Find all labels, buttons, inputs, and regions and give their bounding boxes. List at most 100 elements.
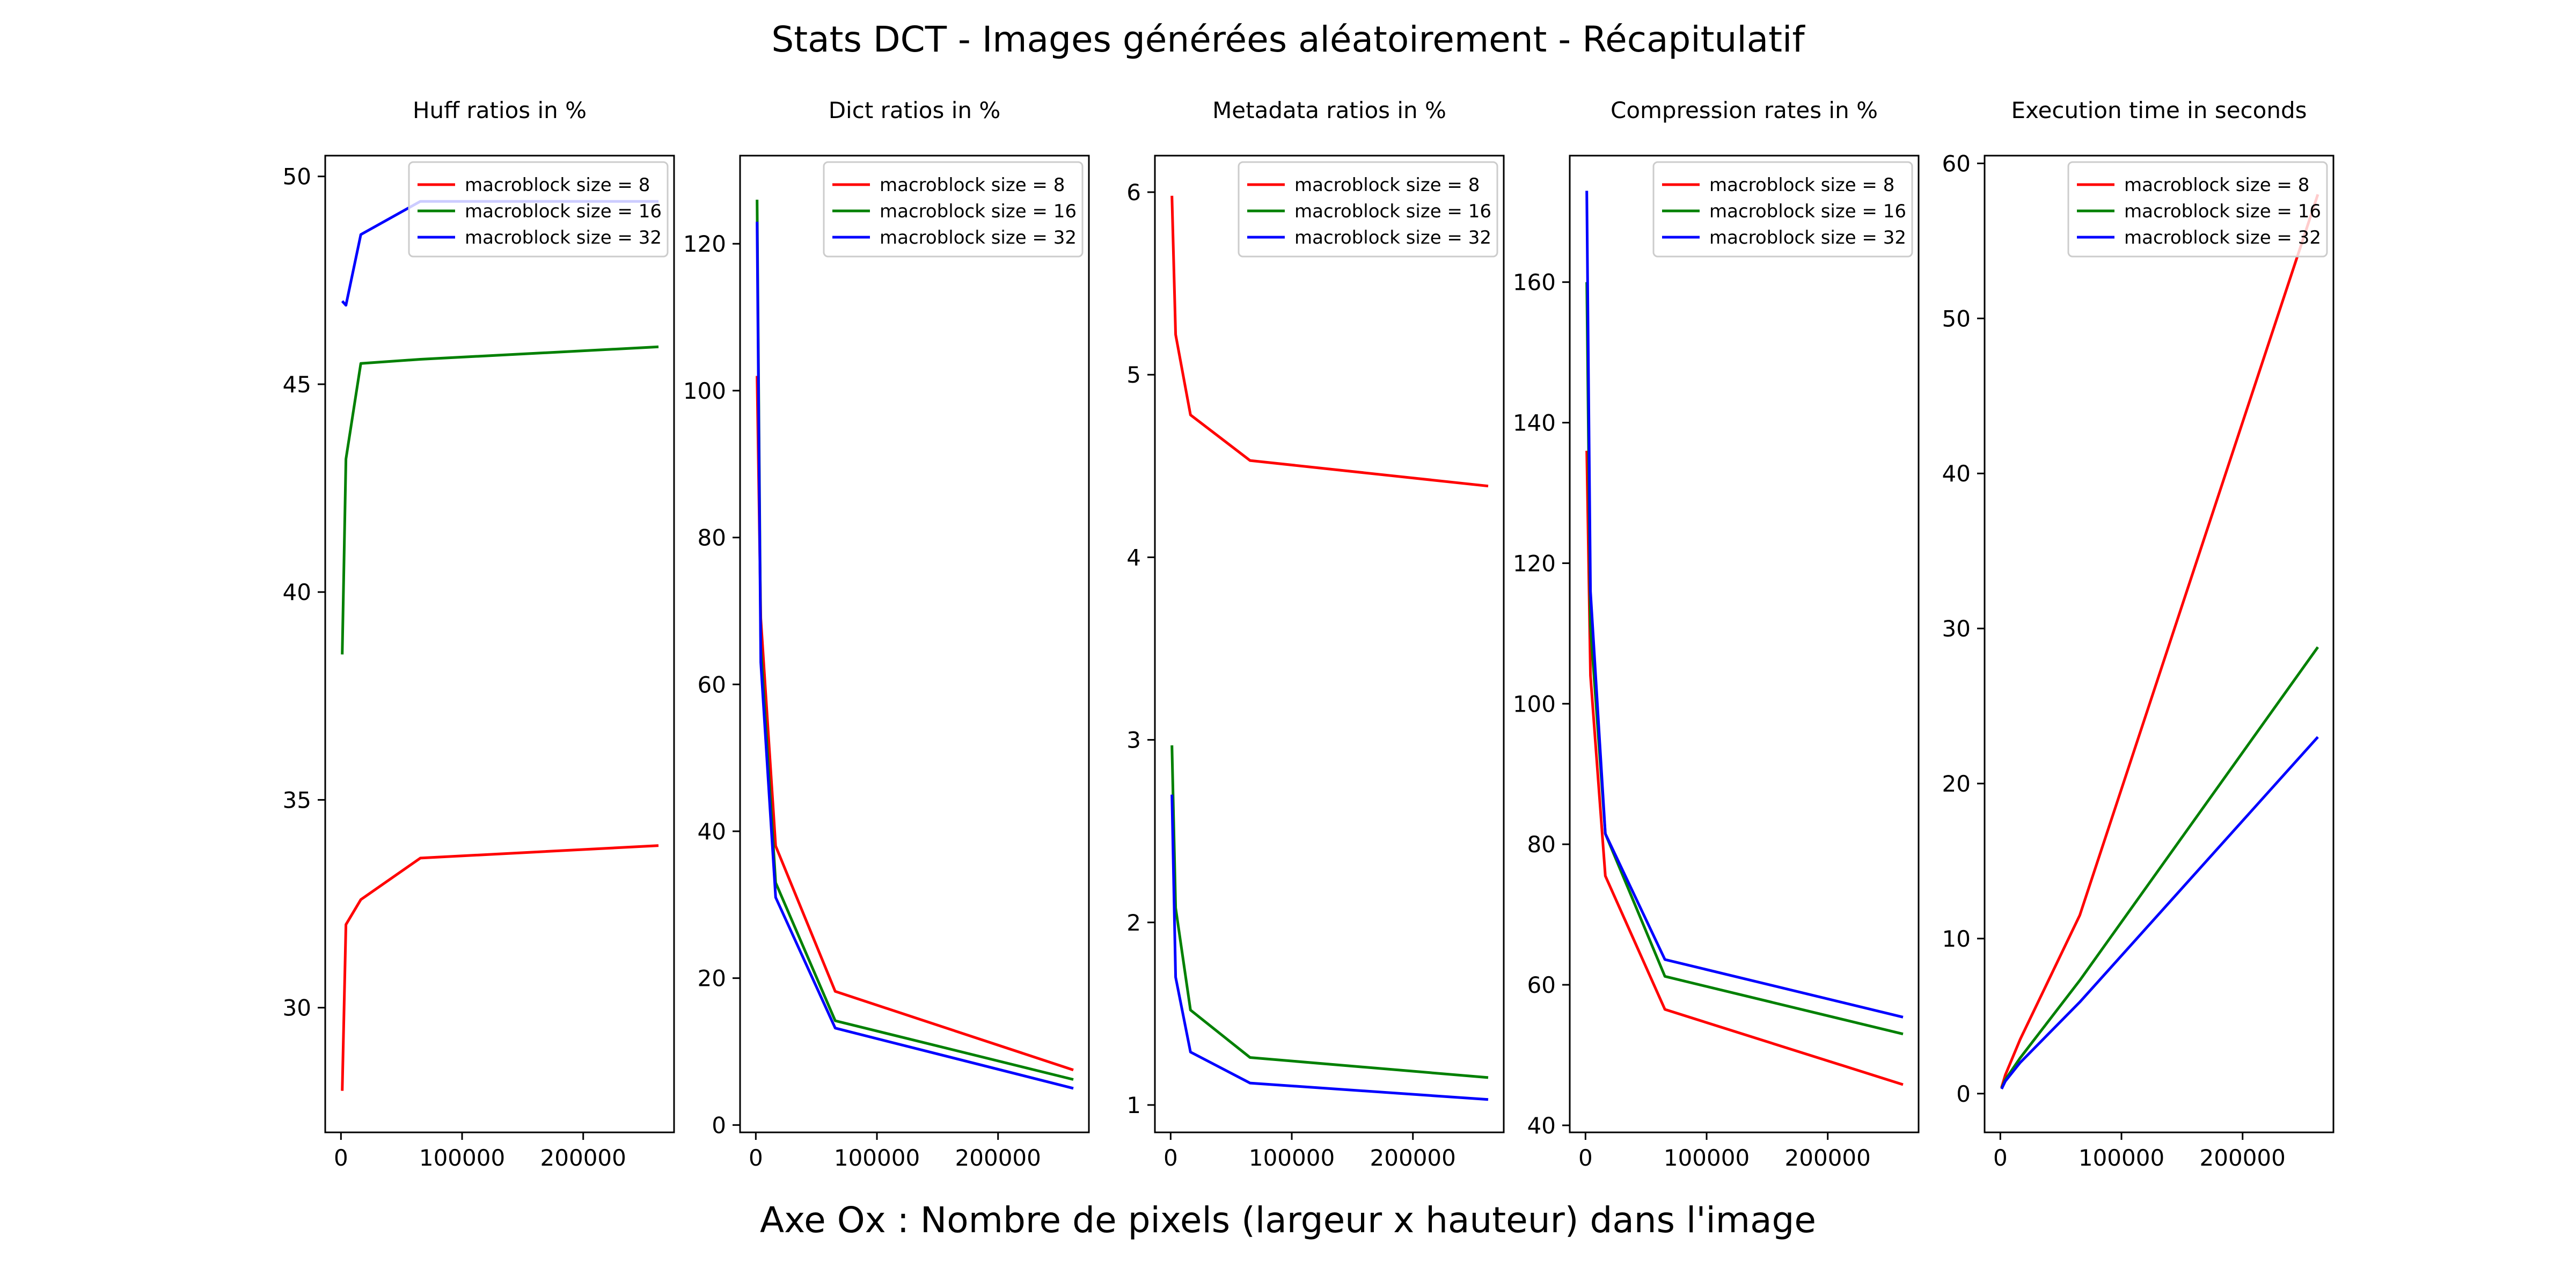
x-tick-label: 0 bbox=[1993, 1145, 2008, 1171]
series-line-3 bbox=[1585, 191, 1904, 1019]
y-tick-label: 100 bbox=[683, 378, 726, 404]
y-tick-label: 45 bbox=[283, 371, 311, 398]
legend-label-2: macroblock size = 16 bbox=[465, 201, 662, 222]
legend-label-3: macroblock size = 32 bbox=[465, 227, 662, 248]
y-tick-label: 2 bbox=[1126, 910, 1141, 936]
subplot-title: Metadata ratios in % bbox=[1212, 97, 1446, 123]
y-tick-label: 30 bbox=[1942, 616, 1971, 642]
y-tick-label: 60 bbox=[1527, 972, 1556, 998]
series-line-1 bbox=[341, 844, 659, 1091]
legend: macroblock size = 8 macroblock size = 16 m… bbox=[2067, 161, 2328, 258]
y-tick-label: 50 bbox=[1942, 305, 1971, 332]
y-tick-label: 3 bbox=[1126, 727, 1141, 753]
x-tick-label: 200000 bbox=[2200, 1145, 2286, 1171]
y-tick-label: 20 bbox=[1942, 771, 1971, 797]
series-line-2 bbox=[756, 200, 1074, 1081]
legend-frame bbox=[823, 161, 1084, 258]
y-tick-label: 160 bbox=[1513, 269, 1556, 296]
y-tick-label: 6 bbox=[1126, 179, 1141, 206]
x-tick-label: 0 bbox=[334, 1145, 348, 1171]
legend: macroblock size = 8 macroblock size = 16 m… bbox=[1652, 161, 1913, 258]
y-tick-label: 140 bbox=[1513, 410, 1556, 436]
legend-label-1: macroblock size = 8 bbox=[1709, 174, 1894, 196]
subplot-4: Compression rates in % 0 100000 200000 40 60 8… bbox=[1513, 97, 1920, 1171]
x-tick-label: 0 bbox=[749, 1145, 763, 1171]
legend-label-2: macroblock size = 16 bbox=[1294, 201, 1491, 222]
legend: macroblock size = 8 macroblock size = 16 m… bbox=[408, 161, 669, 258]
y-tick-label: 5 bbox=[1126, 362, 1141, 388]
y-tick-label: 1 bbox=[1126, 1092, 1141, 1118]
axes-frame bbox=[1569, 155, 1920, 1133]
subplot-5: Execution time in seconds 0 100000 200000 0 1… bbox=[1942, 97, 2334, 1171]
axes-frame bbox=[1984, 155, 2334, 1133]
x-tick-label: 100000 bbox=[1664, 1145, 1750, 1171]
series-line-1 bbox=[1585, 450, 1904, 1086]
figure-title: Stats DCT - Images générées aléatoiremen… bbox=[771, 19, 1805, 60]
y-tick-label: 4 bbox=[1126, 544, 1141, 570]
series-line-2 bbox=[341, 345, 659, 655]
y-tick-label: 50 bbox=[283, 164, 311, 190]
subplot-title: Dict ratios in % bbox=[829, 97, 1001, 123]
series-line-3 bbox=[2000, 736, 2319, 1090]
x-tick-label: 100000 bbox=[2079, 1145, 2164, 1171]
y-tick-label: 20 bbox=[698, 965, 726, 992]
subplot-title: Huff ratios in % bbox=[413, 97, 587, 123]
y-tick-label: 80 bbox=[698, 525, 726, 551]
x-tick-label: 100000 bbox=[419, 1145, 505, 1171]
x-tick-label: 200000 bbox=[540, 1145, 626, 1171]
series-line-1 bbox=[2000, 194, 2319, 1088]
subplot-2: Dict ratios in % 0 100000 200000 0 20 40 60 80 10… bbox=[683, 97, 1090, 1171]
x-tick-label: 0 bbox=[1578, 1145, 1593, 1171]
legend-label-3: macroblock size = 32 bbox=[1294, 227, 1491, 248]
legend-label-3: macroblock size = 32 bbox=[2124, 227, 2321, 248]
legend-label-3: macroblock size = 32 bbox=[880, 227, 1077, 248]
axes-frame bbox=[324, 155, 675, 1133]
y-tick-label: 60 bbox=[698, 671, 726, 698]
axes-frame bbox=[1154, 155, 1505, 1133]
series-line-3 bbox=[1170, 794, 1489, 1101]
series-line-2 bbox=[1585, 282, 1904, 1036]
legend-label-2: macroblock size = 16 bbox=[2124, 201, 2321, 222]
x-tick-label: 200000 bbox=[955, 1145, 1041, 1171]
legend-label-1: macroblock size = 8 bbox=[880, 174, 1065, 196]
y-tick-label: 0 bbox=[1956, 1081, 1971, 1107]
y-tick-label: 80 bbox=[1527, 831, 1556, 858]
legend-label-1: macroblock size = 8 bbox=[465, 174, 650, 196]
legend: macroblock size = 8 macroblock size = 16 m… bbox=[1238, 161, 1498, 258]
series-line-2 bbox=[2000, 646, 2319, 1089]
legend-label-1: macroblock size = 8 bbox=[1294, 174, 1480, 196]
y-tick-label: 30 bbox=[283, 995, 311, 1021]
legend: macroblock size = 8 macroblock size = 16 m… bbox=[823, 161, 1084, 258]
y-tick-label: 60 bbox=[1942, 150, 1971, 177]
x-tick-label: 200000 bbox=[1785, 1145, 1871, 1171]
axes-frame bbox=[739, 155, 1090, 1133]
legend-label-2: macroblock size = 16 bbox=[1709, 201, 1906, 222]
series-line-1 bbox=[1170, 195, 1489, 488]
y-tick-label: 100 bbox=[1513, 691, 1556, 717]
y-tick-label: 40 bbox=[1942, 460, 1971, 487]
figure-xlabel: Axe Ox : Nombre de pixels (largeur x hau… bbox=[759, 1199, 1817, 1241]
x-tick-label: 100000 bbox=[834, 1145, 920, 1171]
series-line-3 bbox=[756, 222, 1074, 1090]
legend-frame bbox=[1652, 161, 1913, 258]
x-tick-label: 100000 bbox=[1249, 1145, 1335, 1171]
subplot-title: Execution time in seconds bbox=[2011, 97, 2307, 123]
subplot-1: Huff ratios in % 0 100000 200000 30 35 40 45 50 m… bbox=[283, 97, 675, 1171]
legend-frame bbox=[2067, 161, 2328, 258]
x-tick-label: 0 bbox=[1163, 1145, 1178, 1171]
series-line-2 bbox=[1170, 745, 1489, 1079]
y-tick-label: 40 bbox=[698, 818, 726, 845]
y-tick-label: 40 bbox=[1527, 1113, 1556, 1139]
y-tick-label: 40 bbox=[283, 579, 311, 605]
legend-label-2: macroblock size = 16 bbox=[880, 201, 1077, 222]
legend-frame bbox=[1238, 161, 1498, 258]
legend-label-1: macroblock size = 8 bbox=[2124, 174, 2309, 196]
y-tick-label: 10 bbox=[1942, 926, 1971, 952]
y-tick-label: 0 bbox=[712, 1112, 726, 1138]
y-tick-label: 35 bbox=[283, 787, 311, 813]
y-tick-label: 120 bbox=[1513, 550, 1556, 576]
x-tick-label: 200000 bbox=[1370, 1145, 1456, 1171]
legend-frame bbox=[408, 161, 669, 258]
